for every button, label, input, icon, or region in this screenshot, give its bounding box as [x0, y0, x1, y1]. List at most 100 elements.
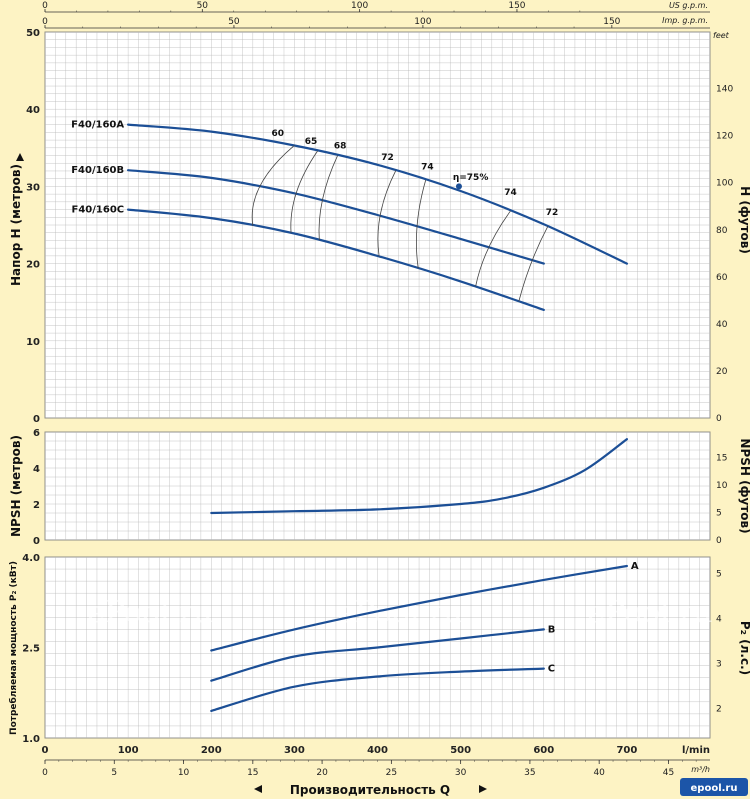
m3h-label: m³/h [691, 765, 710, 774]
npsh-ytick: 4 [33, 464, 40, 475]
head-ytick-right: 40 [716, 320, 728, 330]
m3h-tick-label: 25 [386, 768, 397, 778]
power-series-C [210, 667, 545, 712]
imp-gpm-label: Imp. g.p.m. [662, 16, 708, 25]
x-axis-left-arrow-icon [254, 785, 262, 793]
us-gpm-tick-label: 100 [351, 1, 368, 11]
power-ylabel-right: P₂ (л.с.) [738, 621, 750, 675]
power-series-A [210, 564, 628, 652]
head-ytick-right: 20 [716, 367, 728, 377]
m3h-tick-label: 45 [663, 768, 674, 778]
lmin-label: l/min [682, 745, 710, 756]
npsh-ytick: 0 [33, 536, 40, 547]
lmin-tick-label: 500 [450, 745, 471, 756]
logo-text: epool.ru [691, 783, 738, 794]
iso-efficiency-curve [518, 226, 549, 302]
power-series-label: C [548, 664, 555, 675]
npsh-ylabel: NPSH (метров) [9, 435, 23, 537]
head-ytick: 10 [26, 337, 40, 348]
feet-unit: feet [713, 31, 730, 40]
power-ytick: 4.0 [22, 553, 40, 564]
power-ytick-right: 4 [716, 614, 722, 624]
watermark-text: ePool.ru [337, 595, 463, 630]
head-ytick-right: 140 [716, 85, 733, 95]
head-ytick: 20 [26, 260, 40, 271]
npsh-ytick: 2 [33, 500, 40, 511]
lmin-tick-label: 600 [533, 745, 554, 756]
power-series-B [210, 628, 545, 682]
head-series-F40/160A [127, 123, 628, 265]
us-gpm-tick-label: 50 [197, 1, 209, 11]
npsh-ytick-right: 5 [716, 509, 722, 519]
m3h-tick-label: 0 [42, 768, 48, 778]
head-series-label: F40/160A [71, 120, 124, 131]
lmin-tick-label: 300 [284, 745, 305, 756]
m3h-tick-label: 35 [524, 768, 535, 778]
head-series-F40/160C [127, 208, 545, 311]
imp-gpm-tick-label: 150 [603, 17, 620, 27]
npsh-ylabel-right: NPSH (футов) [738, 438, 750, 533]
us-gpm-tick-label: 0 [42, 1, 48, 11]
m3h-tick-label: 40 [593, 768, 605, 778]
iso-efficiency-curve [290, 150, 318, 233]
head-axis-arrow-icon [16, 153, 24, 161]
efficiency-label: 68 [334, 142, 347, 152]
m3h-tick-label: 30 [455, 768, 467, 778]
us-gpm-label: US g.p.m. [669, 1, 708, 10]
iso-efficiency-curve [475, 210, 511, 287]
m3h-tick-label: 5 [111, 768, 117, 778]
head-ylabel-right: H (футов) [738, 186, 750, 254]
npsh-ytick-right: 15 [716, 454, 727, 464]
head-ytick-right: 80 [716, 226, 728, 236]
npsh-ytick-right: 10 [716, 481, 728, 491]
head-series-F40/160B [127, 169, 545, 265]
head-ylabel: Напор H (метров) [9, 164, 23, 286]
iso-efficiency-curve [251, 145, 295, 226]
head-ytick: 0 [33, 414, 40, 425]
power-ylabel: Потребляемая мощность P₂ (кВт) [8, 561, 19, 735]
power-ytick: 1.0 [22, 734, 40, 745]
head-ytick: 50 [26, 28, 40, 39]
head-ytick-right: 100 [716, 179, 733, 189]
efficiency-label: 72 [381, 153, 394, 163]
power-series-label: A [631, 561, 639, 572]
x-axis-arrow-icon [479, 785, 487, 793]
watermarks: ePool.ru ePool.ru ePool.ru [87, 595, 713, 630]
efficiency-label: 74 [504, 188, 517, 198]
npsh-series-0 [210, 438, 628, 515]
iso-efficiency-curve [318, 155, 338, 241]
head-ytick-right: 60 [716, 273, 728, 283]
lmin-tick-label: 200 [201, 745, 222, 756]
x-axis-title: Производительность Q [290, 783, 450, 797]
power-ytick: 2.5 [22, 644, 40, 655]
lmin-tick-label: 100 [118, 745, 139, 756]
npsh-ytick-right: 0 [716, 536, 722, 546]
lmin-tick-label: 700 [616, 745, 637, 756]
head-ytick-right: 0 [716, 414, 722, 424]
efficiency-label: 65 [305, 137, 318, 147]
logo-badge [680, 778, 748, 796]
imp-gpm-tick-label: 100 [414, 17, 431, 27]
watermark-text: ePool.ru [87, 595, 213, 630]
npsh-ytick: 6 [33, 428, 40, 439]
imp-gpm-tick-label: 50 [228, 17, 240, 27]
efficiency-label: 60 [271, 129, 284, 139]
efficiency-label: 72 [546, 208, 559, 218]
m3h-tick-label: 10 [178, 768, 190, 778]
iso-efficiency-curve [415, 179, 427, 269]
us-gpm-tick-label: 150 [508, 1, 525, 11]
power-ytick-right: 3 [716, 659, 722, 669]
head-ytick-right: 120 [716, 132, 733, 142]
watermark-text: ePool.ru [587, 595, 713, 630]
m3h-tick-label: 15 [247, 768, 258, 778]
lmin-tick-label: 0 [42, 745, 49, 756]
efficiency-label: 74 [421, 162, 434, 172]
head-ytick: 30 [26, 182, 40, 193]
lmin-tick-label: 400 [367, 745, 388, 756]
head-ytick: 40 [26, 105, 40, 116]
head-series-label: F40/160C [72, 205, 125, 216]
power-series-label: B [548, 624, 556, 635]
plot-grids [44, 9, 711, 764]
